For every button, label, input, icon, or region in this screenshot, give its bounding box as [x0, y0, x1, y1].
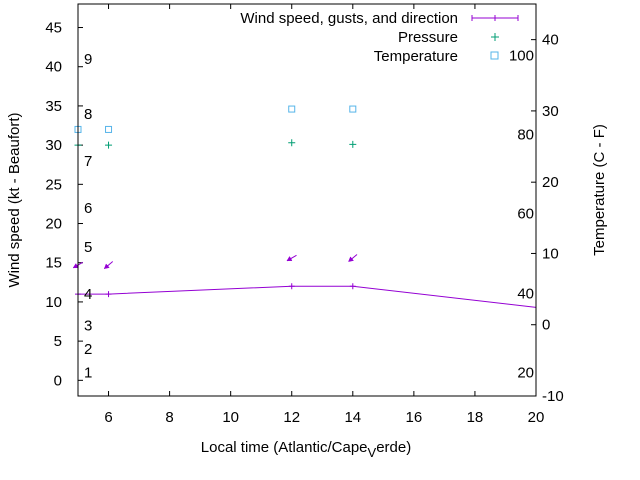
wind-arrow-head-12 — [286, 256, 293, 262]
y-tick-label-30: 30 — [45, 137, 62, 154]
x-axis-title: Local time (Atlantic/CapeVerde) — [201, 439, 411, 460]
tick-marks — [78, 4, 537, 397]
y2-tick-label-0: 0 — [542, 317, 550, 334]
beaufort-label-2: 2 — [84, 341, 92, 358]
legend: Wind speed, gusts, and direction Pressur… — [240, 10, 519, 65]
x-tick-label-8: 8 — [165, 409, 173, 426]
y-axis-title: Wind speed (kt - Beaufort) — [6, 112, 23, 287]
temperature-point-14 — [349, 105, 357, 113]
x-tick-label-16: 16 — [406, 409, 423, 426]
pressure-point-6 — [105, 141, 113, 149]
y-tick-label-5: 5 — [54, 333, 62, 350]
y-tick-label-35: 35 — [45, 98, 62, 115]
pressure-point-14 — [349, 140, 357, 148]
beaufort-label-6: 6 — [84, 200, 92, 217]
x-tick-label-20: 20 — [528, 409, 545, 426]
y-tick-label-15: 15 — [45, 255, 62, 272]
wind-arrow-14 — [348, 254, 358, 262]
beaufort-label-3: 3 — [84, 317, 92, 334]
y2-tick-label-10: 10 — [542, 245, 559, 262]
x-tick-label-6: 6 — [104, 409, 112, 426]
beaufort-label-8: 8 — [84, 106, 92, 123]
temperature-point-12 — [288, 105, 296, 113]
beaufort-label-5: 5 — [84, 239, 92, 256]
pressure-point-12 — [288, 139, 296, 147]
data-marks — [72, 105, 537, 308]
wind-arrow-head-6 — [103, 263, 110, 269]
y2-axis-title: Temperature (C - F) — [591, 124, 608, 256]
y-tick-label-40: 40 — [45, 59, 62, 76]
beaufort-label-1: 1 — [84, 364, 92, 381]
legend-label-pressure: Pressure — [398, 29, 458, 46]
y-tick-label-45: 45 — [45, 20, 62, 37]
legend-swatch-pressure — [491, 33, 499, 41]
x-tick-label-10: 10 — [222, 409, 239, 426]
beaufort-label-4: 4 — [84, 286, 92, 303]
y2-tick-label-20: 20 — [542, 174, 559, 191]
fahrenheit-label-100: 100 — [509, 47, 534, 64]
wind-arrow-head-14 — [348, 256, 354, 262]
beaufort-label-9: 9 — [84, 51, 92, 68]
tick-labels: 6 8 10 12 14 16 18 20051015202530354045-1001020… — [45, 20, 563, 426]
y-tick-label-25: 25 — [45, 176, 62, 193]
temperature-point-6 — [105, 125, 113, 133]
x-tick-label-12: 12 — [283, 409, 300, 426]
wind-speed-point-14 — [349, 283, 356, 290]
wind-arrow-12 — [286, 254, 297, 262]
legend-label-temperature: Temperature — [374, 48, 458, 65]
wind-speed-point-12 — [288, 283, 295, 290]
y-tick-label-20: 20 — [45, 216, 62, 233]
y-tick-label-0: 0 — [54, 372, 62, 389]
x-tick-label-18: 18 — [467, 409, 484, 426]
fahrenheit-label-60: 60 — [517, 206, 534, 223]
y2-tick-label-40: 40 — [542, 32, 559, 49]
wind-arrow-6 — [103, 261, 114, 269]
fahrenheit-label-80: 80 — [517, 126, 534, 143]
legend-label-wind: Wind speed, gusts, and direction — [240, 10, 458, 27]
fahrenheit-label-20: 20 — [517, 364, 534, 381]
fahrenheit-label-40: 40 — [517, 285, 534, 302]
beaufort-label-7: 7 — [84, 153, 92, 170]
y2-tick-label-30: 30 — [542, 103, 559, 120]
y-tick-label-10: 10 — [45, 294, 62, 311]
y2-tick-label--10: -10 — [542, 388, 564, 405]
x-tick-label-14: 14 — [344, 409, 361, 426]
plot-frame — [77, 3, 537, 397]
legend-swatch-temperature — [490, 51, 499, 60]
wind-speed-point-6 — [105, 291, 112, 298]
wind-arrow-head-5 — [72, 263, 79, 269]
